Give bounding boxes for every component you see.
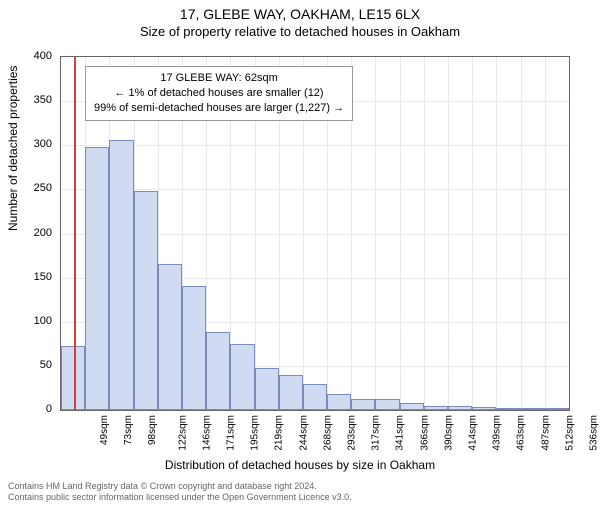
y-axis-label: Number of detached properties xyxy=(6,66,20,231)
annotation-box: 17 GLEBE WAY: 62sqm ← 1% of detached hou… xyxy=(85,66,353,121)
annotation-line-1: 17 GLEBE WAY: 62sqm xyxy=(94,71,344,86)
y-tick: 0 xyxy=(22,403,52,415)
subtitle: Size of property relative to detached ho… xyxy=(0,24,600,39)
x-tick: 463sqm xyxy=(516,415,527,451)
y-tick: 150 xyxy=(22,271,52,283)
histogram-bar xyxy=(375,399,399,410)
histogram-bar xyxy=(158,264,182,410)
y-tick: 300 xyxy=(22,138,52,150)
histogram-bar xyxy=(327,394,351,410)
x-tick: 122sqm xyxy=(177,415,188,451)
histogram-bar xyxy=(351,399,375,410)
histogram-bar xyxy=(279,375,303,410)
x-tick: 536sqm xyxy=(588,415,599,451)
histogram-bar xyxy=(230,344,254,410)
x-tick: 390sqm xyxy=(443,415,454,451)
x-tick: 512sqm xyxy=(564,415,575,451)
histogram-bar xyxy=(255,368,279,410)
x-tick: 317sqm xyxy=(371,415,382,451)
x-tick: 171sqm xyxy=(226,415,237,451)
address-title: 17, GLEBE WAY, OAKHAM, LE15 6LX xyxy=(0,6,600,22)
y-tick: 50 xyxy=(22,359,52,371)
x-tick: 487sqm xyxy=(540,415,551,451)
annotation-line-3: 99% of semi-detached houses are larger (… xyxy=(94,101,344,116)
x-tick: 366sqm xyxy=(419,415,430,451)
histogram-bar xyxy=(85,147,109,410)
histogram-bar xyxy=(400,403,424,410)
x-tick: 439sqm xyxy=(492,415,503,451)
x-tick: 195sqm xyxy=(250,415,261,451)
footer: Contains HM Land Registry data © Crown c… xyxy=(8,481,352,504)
histogram-bar xyxy=(109,140,133,410)
histogram-bar xyxy=(545,408,569,410)
histogram-bar xyxy=(134,191,158,410)
histogram-bar xyxy=(61,346,85,410)
histogram-bar xyxy=(472,407,496,410)
histogram-bar xyxy=(303,384,327,410)
subject-marker-line xyxy=(74,57,76,410)
y-tick: 400 xyxy=(22,50,52,62)
histogram-bar xyxy=(182,286,206,410)
x-tick: 341sqm xyxy=(395,415,406,451)
x-tick: 268sqm xyxy=(322,415,333,451)
x-tick: 98sqm xyxy=(147,415,158,445)
x-tick: 219sqm xyxy=(274,415,285,451)
y-tick: 100 xyxy=(22,315,52,327)
x-axis-label: Distribution of detached houses by size … xyxy=(0,458,600,472)
footer-line-2: Contains public sector information licen… xyxy=(8,492,352,504)
chart-container: 17, GLEBE WAY, OAKHAM, LE15 6LX Size of … xyxy=(0,6,600,506)
x-tick: 244sqm xyxy=(298,415,309,451)
histogram-bar xyxy=(521,408,545,410)
annotation-line-2: ← 1% of detached houses are smaller (12) xyxy=(94,86,344,101)
x-tick: 293sqm xyxy=(347,415,358,451)
histogram-bar xyxy=(206,332,230,410)
x-tick: 49sqm xyxy=(99,415,110,445)
y-tick: 350 xyxy=(22,94,52,106)
histogram-bar xyxy=(496,408,520,410)
x-tick: 146sqm xyxy=(201,415,212,451)
histogram-bar xyxy=(424,406,448,410)
y-tick: 250 xyxy=(22,182,52,194)
footer-line-1: Contains HM Land Registry data © Crown c… xyxy=(8,481,352,493)
y-tick: 200 xyxy=(22,227,52,239)
histogram-bar xyxy=(448,406,472,410)
x-tick: 414sqm xyxy=(468,415,479,451)
x-tick: 73sqm xyxy=(123,415,134,445)
